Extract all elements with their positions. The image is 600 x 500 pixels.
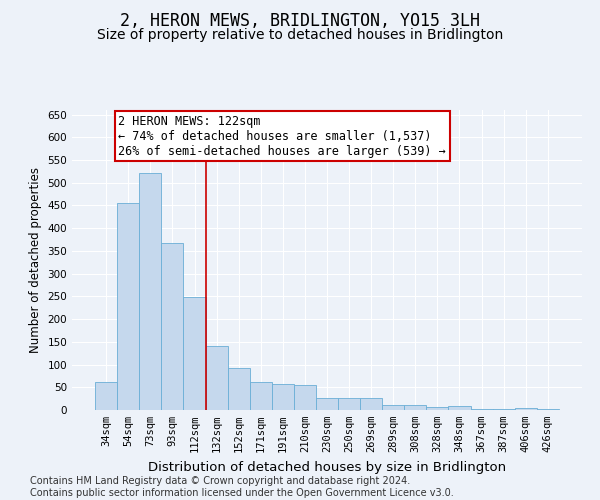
Bar	[294, 386, 316, 410]
Bar	[316, 398, 338, 410]
Bar	[161, 242, 184, 410]
Bar	[206, 346, 227, 410]
Bar	[95, 382, 117, 410]
Text: 2 HERON MEWS: 122sqm
← 74% of detached houses are smaller (1,537)
26% of semi-de: 2 HERON MEWS: 122sqm ← 74% of detached h…	[118, 114, 446, 158]
Bar	[448, 406, 470, 410]
Text: 2, HERON MEWS, BRIDLINGTON, YO15 3LH: 2, HERON MEWS, BRIDLINGTON, YO15 3LH	[120, 12, 480, 30]
Text: Contains HM Land Registry data © Crown copyright and database right 2024.
Contai: Contains HM Land Registry data © Crown c…	[30, 476, 454, 498]
Bar	[382, 405, 404, 410]
Bar	[338, 398, 360, 410]
Bar	[227, 368, 250, 410]
Bar	[360, 398, 382, 410]
Bar	[515, 408, 537, 410]
Bar	[184, 298, 206, 410]
Bar	[537, 408, 559, 410]
Bar	[117, 202, 139, 410]
Bar	[470, 408, 493, 410]
Bar	[250, 382, 272, 410]
Bar	[272, 384, 294, 410]
Bar	[139, 172, 161, 410]
Text: Size of property relative to detached houses in Bridlington: Size of property relative to detached ho…	[97, 28, 503, 42]
X-axis label: Distribution of detached houses by size in Bridlington: Distribution of detached houses by size …	[148, 460, 506, 473]
Bar	[493, 408, 515, 410]
Bar	[427, 408, 448, 410]
Y-axis label: Number of detached properties: Number of detached properties	[29, 167, 42, 353]
Bar	[404, 404, 427, 410]
